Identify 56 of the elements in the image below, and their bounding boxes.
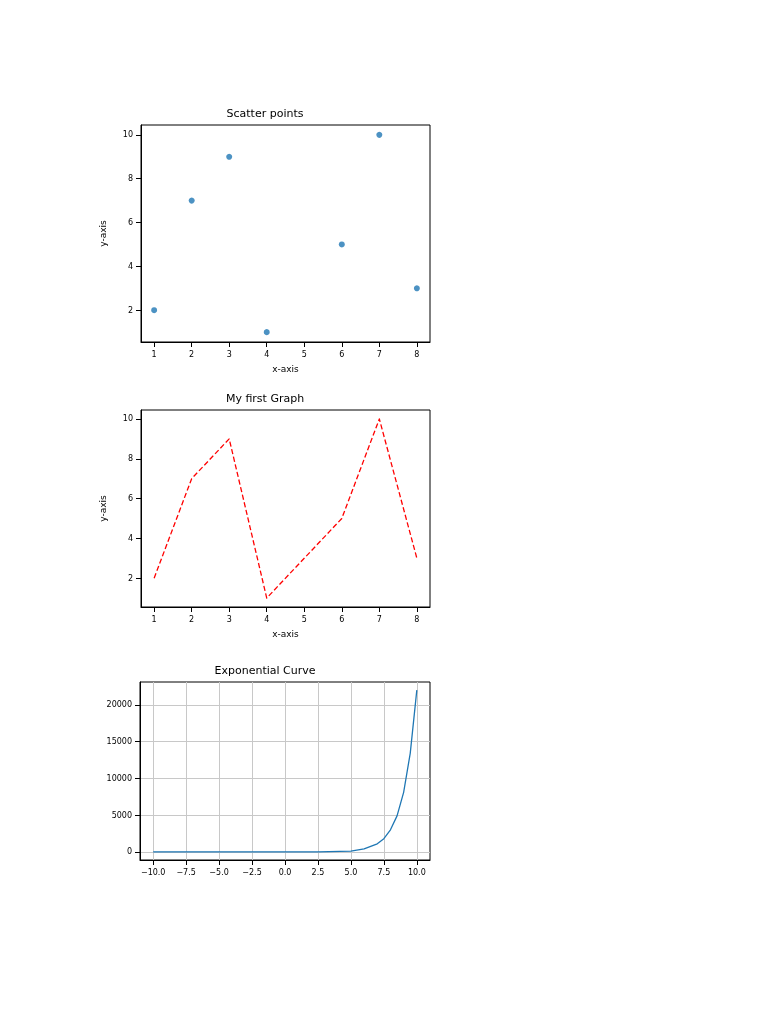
x-tick-label: −5.0 xyxy=(209,867,229,877)
point xyxy=(338,241,345,248)
y-tick-label: 20000 xyxy=(106,700,132,710)
x-tick-label: 1 xyxy=(151,349,157,359)
x-tick-label: 2 xyxy=(189,614,195,624)
y-tick-label: 8 xyxy=(127,174,133,184)
y-tick-label: 10 xyxy=(122,130,133,140)
chart-title: Scatter points xyxy=(226,107,304,120)
point xyxy=(376,131,383,138)
y-tick-label: 6 xyxy=(127,494,133,504)
y-tick-label: 2 xyxy=(127,305,133,315)
x-tick-label: 4 xyxy=(264,349,270,359)
y-tick-label: 4 xyxy=(127,533,133,543)
x-tick-label: 6 xyxy=(339,614,345,624)
y-tick-label: 4 xyxy=(127,261,133,271)
y-tick-label: 10000 xyxy=(106,773,132,783)
point xyxy=(413,285,420,292)
y-tick-label: 2 xyxy=(127,573,133,583)
x-tick-label: −2.5 xyxy=(242,867,262,877)
x-tick-label: 7 xyxy=(376,349,382,359)
x-axis-title: x-axis xyxy=(272,363,300,374)
x-tick-label: 6 xyxy=(339,349,345,359)
x-tick-label: 1 xyxy=(151,614,157,624)
x-tick-label: 7 xyxy=(376,614,382,624)
x-tick-label: 4 xyxy=(264,614,270,624)
line-series xyxy=(152,689,418,853)
y-tick-label: 10 xyxy=(122,414,133,424)
chart-title: Exponential Curve xyxy=(214,664,316,677)
y-tick-label: 0 xyxy=(126,847,132,857)
x-tick-label: 2.5 xyxy=(311,867,325,877)
point xyxy=(188,197,195,204)
x-tick-label: −10.0 xyxy=(140,867,166,877)
x-tick-label: 8 xyxy=(414,614,420,624)
x-tick-label: 2 xyxy=(189,349,195,359)
y-tick-label: 8 xyxy=(127,454,133,464)
chart-title: My first Graph xyxy=(225,392,305,405)
x-tick-label: 3 xyxy=(226,614,232,624)
point xyxy=(263,329,270,336)
y-axis-title: y-axis xyxy=(97,219,108,247)
point xyxy=(151,307,158,314)
y-tick-label: 15000 xyxy=(106,737,132,747)
y-tick-label: 5000 xyxy=(111,810,132,820)
y-axis-title: y-axis xyxy=(97,494,108,522)
x-tick-label: −7.5 xyxy=(176,867,196,877)
x-tick-label: 8 xyxy=(414,349,420,359)
y-tick-label: 6 xyxy=(127,218,133,228)
point xyxy=(226,153,233,160)
x-tick-label: 7.5 xyxy=(377,867,391,877)
x-tick-label: 5.0 xyxy=(344,867,358,877)
x-tick-label: 3 xyxy=(226,349,232,359)
x-tick-label: 5 xyxy=(301,349,307,359)
x-tick-label: 5 xyxy=(301,614,307,624)
x-axis-title: x-axis xyxy=(272,628,300,639)
line-series xyxy=(153,418,418,599)
x-tick-label: 10.0 xyxy=(407,867,426,877)
x-tick-label: 0.0 xyxy=(278,867,292,877)
